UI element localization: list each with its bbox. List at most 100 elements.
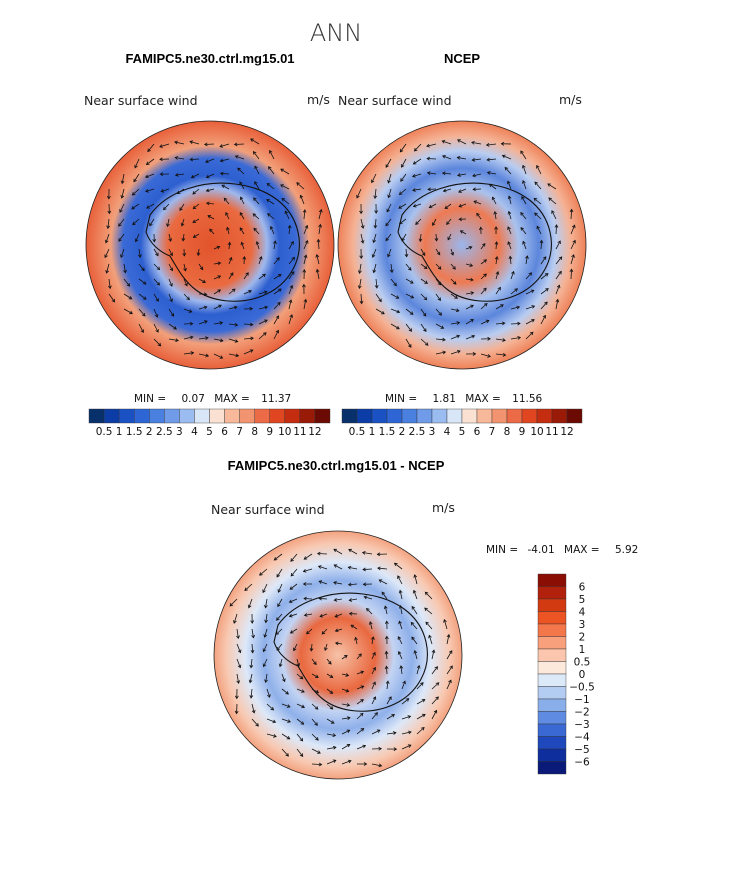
wind-vector-head (569, 208, 574, 213)
wind-vector-head (501, 321, 506, 326)
wind-vector-head (346, 703, 351, 707)
wind-vector (504, 167, 512, 175)
wind-vector (399, 218, 407, 225)
wind-vector (258, 319, 268, 325)
wind-vector-head (396, 325, 400, 330)
wind-vector (311, 718, 318, 726)
wind-vector (435, 233, 438, 241)
wind-vector (206, 173, 215, 178)
wind-vector (280, 184, 290, 190)
wind-vector-head (372, 269, 377, 274)
wind-vector-head (240, 241, 245, 246)
wind-vector (207, 215, 215, 220)
wind-vector-head (400, 178, 404, 182)
wind-vector (534, 212, 542, 220)
wind-vector-head (470, 319, 474, 323)
wind-vector (386, 714, 395, 720)
wind-vector (193, 233, 200, 238)
wind-vector-head (252, 213, 257, 217)
wind-vector-head (438, 312, 442, 316)
panel-diff-min-value: -4.01 (528, 544, 555, 556)
wind-vector-head (362, 582, 367, 587)
wind-vector-head (255, 240, 260, 245)
wind-vector (213, 322, 223, 325)
wind-vector (138, 263, 145, 271)
wind-vector (288, 314, 293, 325)
colorbar-tick-label: 5 (206, 426, 213, 438)
wind-vector (495, 338, 506, 341)
wind-vector (123, 278, 130, 287)
wind-vector (213, 338, 223, 342)
wind-vector (266, 183, 275, 190)
wind-vector (263, 643, 268, 652)
wind-vector-head (521, 195, 525, 200)
wind-vector (316, 254, 320, 265)
wind-vector (182, 233, 185, 241)
wind-vector (311, 748, 321, 754)
wind-vector (446, 218, 452, 225)
wind-vector (311, 703, 319, 710)
wind-vector-head (520, 150, 524, 155)
wind-vector-head (350, 624, 355, 629)
wind-vector-head (155, 298, 159, 302)
colorbar-swatch (537, 736, 567, 750)
wind-vector-head (205, 336, 209, 340)
wind-vector (326, 688, 333, 694)
wind-vector-head (495, 271, 500, 275)
wind-vector-head (398, 620, 402, 625)
wind-vector (153, 308, 158, 318)
wind-vector-head (306, 630, 310, 635)
wind-vector-head (258, 255, 263, 260)
wind-vector (507, 241, 512, 250)
wind-vector-head (536, 164, 540, 169)
wind-vector (472, 173, 482, 177)
wind-vector (428, 635, 433, 645)
wind-vector-head (141, 312, 146, 317)
wind-vector (356, 713, 364, 720)
wind-vector (495, 271, 499, 280)
wind-vector (183, 263, 186, 271)
wind-vector-head (408, 344, 412, 348)
wind-vector (303, 299, 307, 310)
wind-vector-head (407, 715, 412, 719)
wind-vector (311, 688, 319, 694)
wind-vector (405, 338, 412, 348)
colorbar-swatch (299, 408, 316, 424)
wind-vector (278, 583, 283, 593)
wind-vector-head (244, 587, 248, 591)
wind-vector-head (413, 650, 418, 654)
wind-vector-head (412, 188, 416, 192)
wind-vector (296, 658, 300, 667)
colorbar-swatch (284, 408, 301, 424)
colorbar-tick-label: 2 (579, 632, 586, 644)
wind-vector-head (189, 321, 194, 326)
wind-vector-head (189, 335, 194, 340)
colorbar-swatch (537, 673, 567, 687)
wind-vector (387, 248, 392, 257)
wind-vector (253, 197, 260, 205)
wind-vector (300, 195, 305, 205)
wind-vector-head (293, 647, 297, 652)
wind-vector (213, 262, 221, 265)
wind-vector-head (134, 238, 139, 243)
wind-vector-head (384, 635, 389, 640)
wind-vector (508, 211, 512, 220)
wind-vector (326, 759, 336, 765)
wind-vector (476, 213, 482, 220)
wind-vector-head (202, 279, 206, 283)
wind-vector (457, 173, 467, 176)
wind-vector-head (485, 142, 490, 147)
colorbar-swatch (537, 711, 567, 725)
wind-vector (254, 165, 260, 175)
wind-vector-head (446, 221, 450, 226)
wind-vector (390, 323, 400, 330)
wind-vector (145, 173, 155, 178)
wind-vector-head (227, 241, 232, 246)
wind-vector (281, 688, 289, 695)
panel-ncep-min-label: MIN = (385, 393, 417, 405)
wind-vector (536, 226, 542, 235)
wind-vector-head (160, 188, 165, 193)
wind-vector (348, 583, 358, 586)
wind-vector-head (443, 619, 447, 623)
wind-vector (258, 291, 268, 295)
